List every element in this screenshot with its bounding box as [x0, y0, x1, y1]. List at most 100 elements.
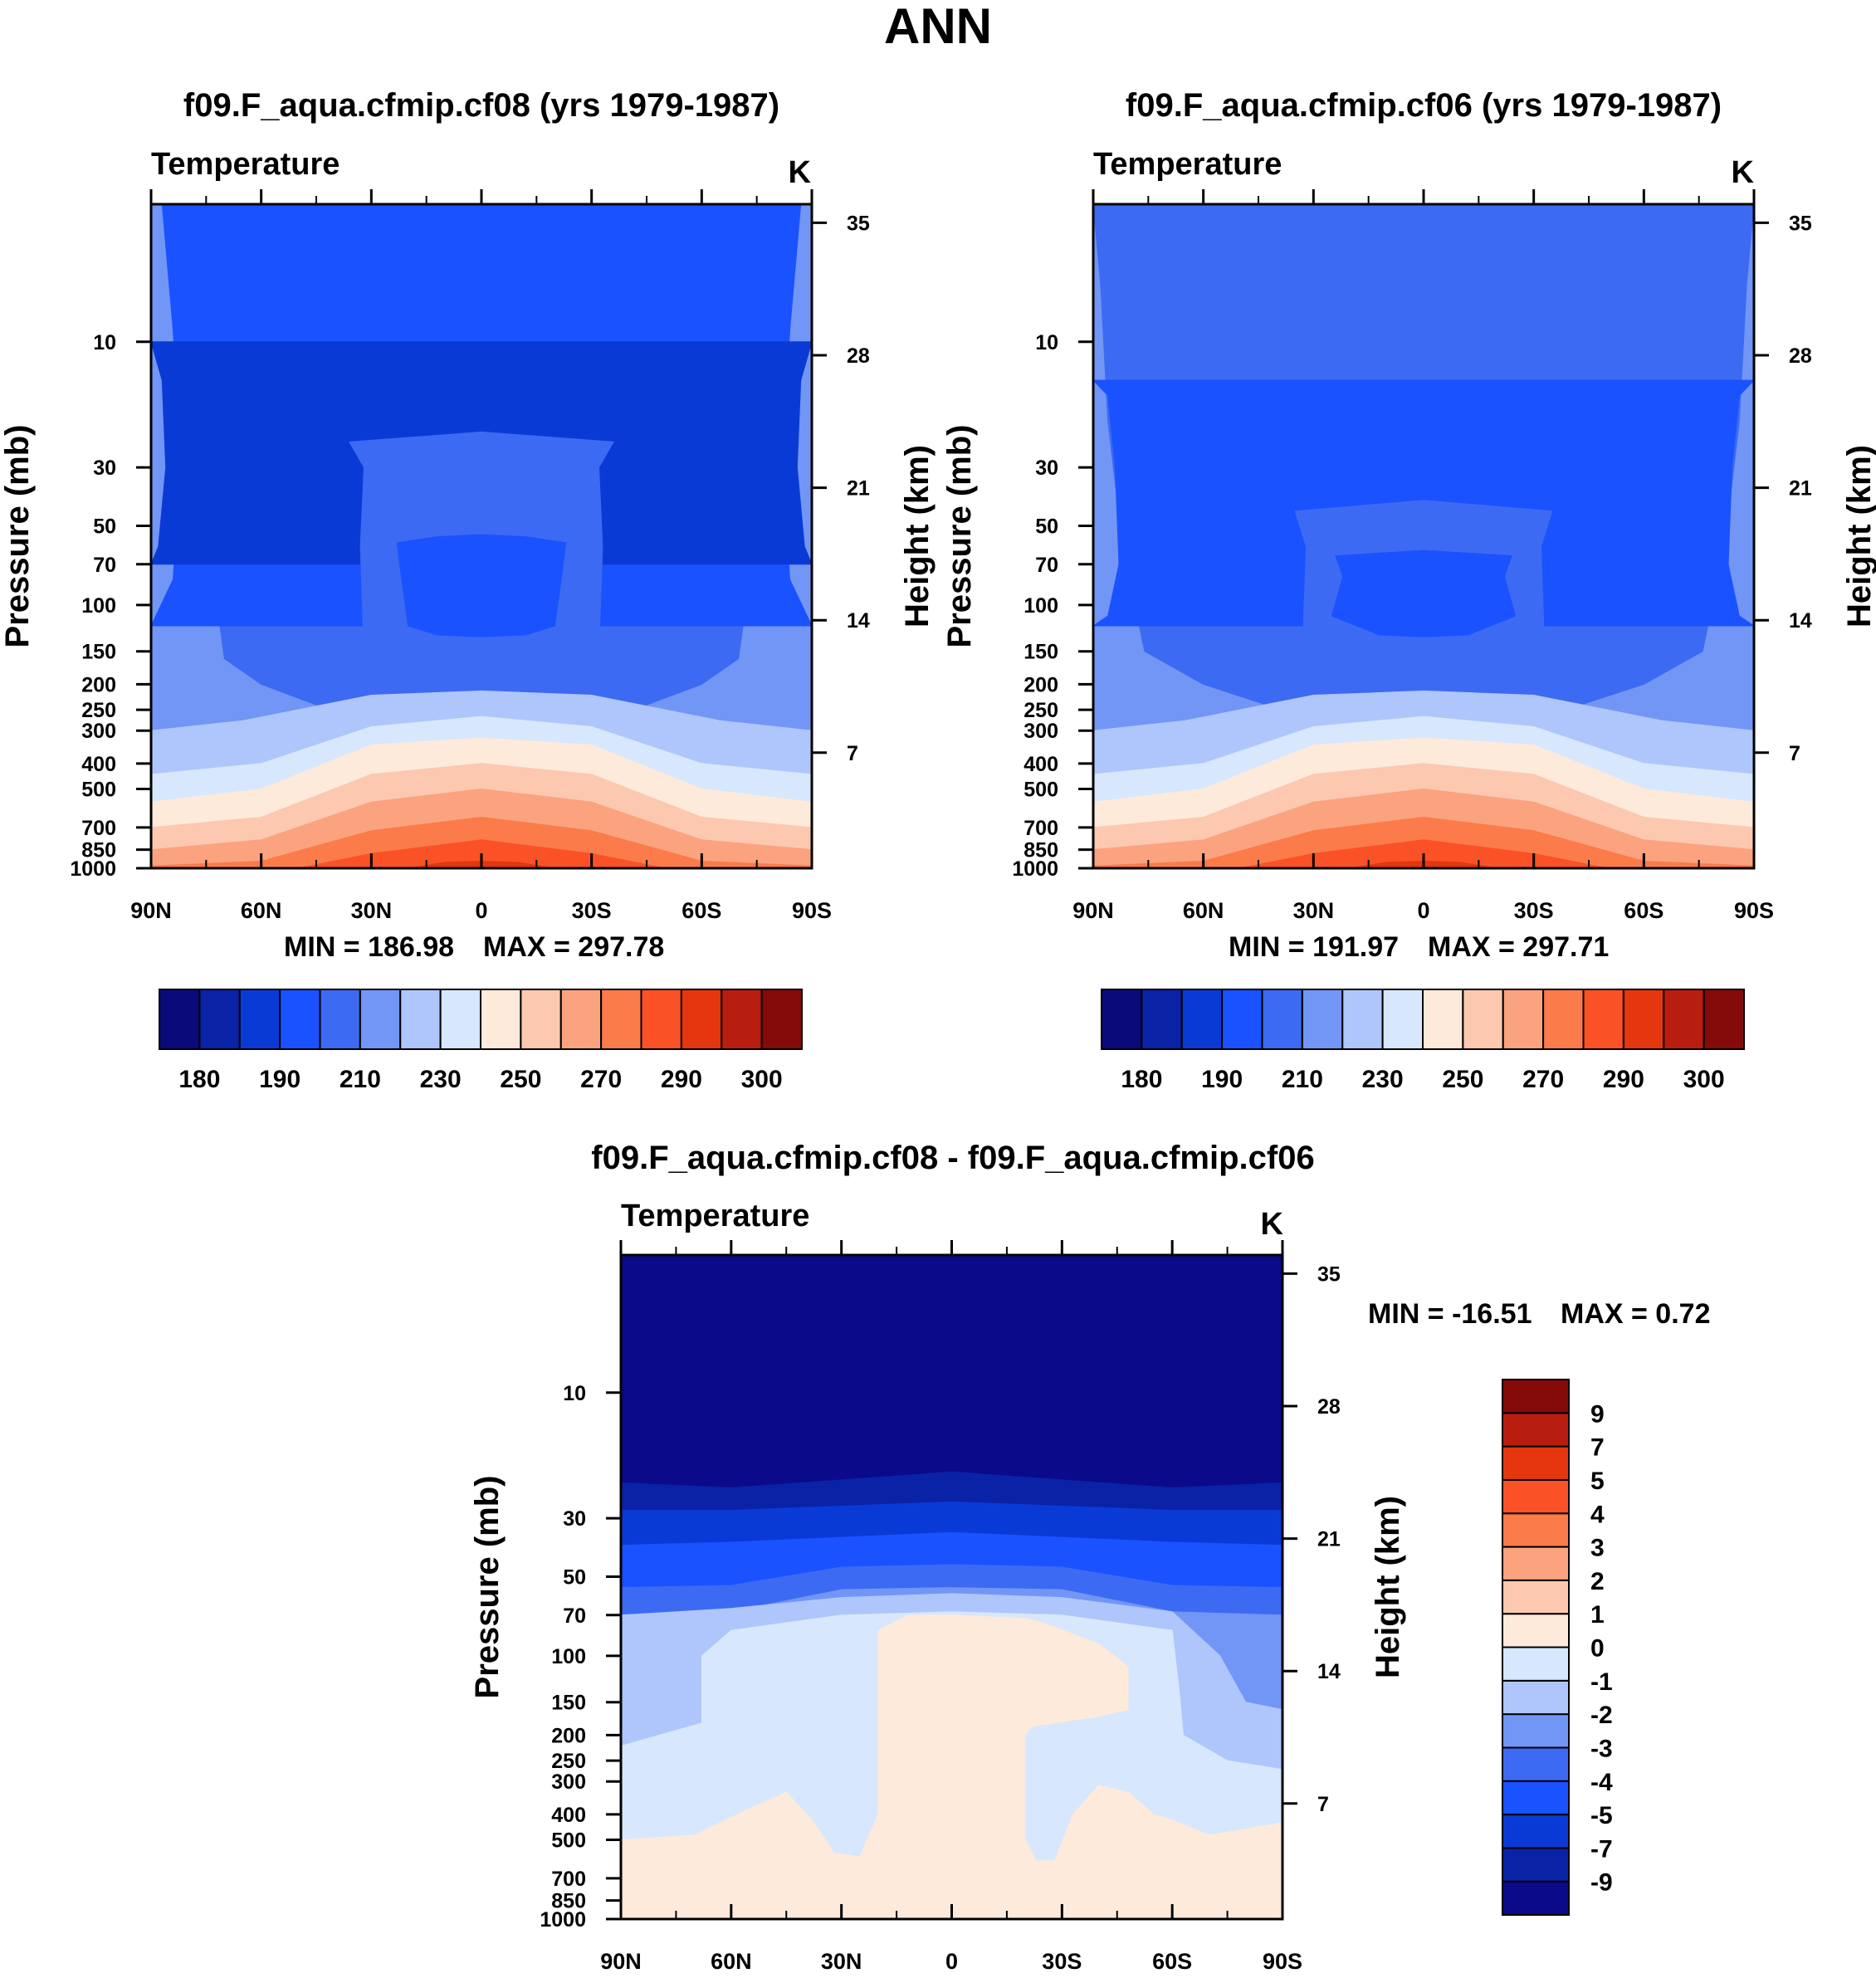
min-label: MIN = -16.51: [1368, 1298, 1532, 1330]
colorbar-label: 9: [1590, 1400, 1605, 1428]
colorbar-box: [238, 989, 281, 1050]
height-tick-label: 21: [847, 477, 870, 501]
colorbar-label: 290: [661, 1066, 702, 1093]
x-tick-label: 60S: [1624, 898, 1663, 923]
colorbar-label: 270: [1522, 1066, 1564, 1093]
y-tick-label: 200: [1023, 673, 1058, 696]
y-tick-label: 500: [1023, 779, 1058, 802]
colorbar-box: [1502, 1880, 1570, 1916]
colorbar: -9 -7 -5 -4 -3 -2 -1 0 1 2 3 4 5 7 9: [1502, 1379, 1613, 1916]
x-tick-label: 30N: [1293, 898, 1335, 923]
colorbar-label: -9: [1590, 1869, 1613, 1897]
y-tick-label: 1000: [540, 1908, 586, 1932]
x-tick-label: 90N: [1072, 898, 1114, 923]
colorbar-label: 190: [259, 1066, 300, 1093]
units-label: K: [1732, 155, 1755, 190]
variable-label: Temperature: [621, 1199, 809, 1233]
colorbar-box: [1663, 989, 1705, 1050]
colorbar-label: 7: [1590, 1434, 1605, 1462]
x-tick-label: 90S: [792, 898, 832, 923]
height-tick-label: 28: [847, 344, 870, 368]
colorbar-box: [1261, 989, 1303, 1050]
panel-cf06: f09.F_aqua.cfmip.cf06 (yrs 1979-1987) Te…: [941, 87, 1876, 1093]
colorbar: 180 190 210 230 250 270 290 300: [159, 989, 803, 1093]
colorbar-label: 270: [580, 1066, 622, 1093]
colorbar-label: 180: [178, 1066, 220, 1093]
x-tick-label: 30N: [351, 898, 393, 923]
colorbar-box: [198, 989, 241, 1050]
colorbar-box: [1502, 1847, 1570, 1883]
colorbar-box: [1381, 989, 1424, 1050]
y-tick-label: 10: [93, 331, 116, 354]
panel-title: f09.F_aqua.cfmip.cf08 (yrs 1979-1987): [183, 87, 779, 124]
x-tick-label: 30S: [1514, 898, 1554, 923]
y-tick-label: 150: [551, 1692, 586, 1715]
y-tick-label: 100: [551, 1645, 586, 1668]
height-tick-label: 14: [847, 609, 870, 632]
variable-label: Temperature: [151, 147, 340, 182]
colorbar-box: [1502, 1478, 1570, 1515]
colorbar-label: 0: [1590, 1635, 1605, 1663]
colorbar-box: [1502, 1379, 1570, 1414]
y-axis-label: Pressure (mb): [0, 425, 36, 648]
height-tick-label: 14: [1317, 1660, 1341, 1683]
y-axis-label-right: Height (km): [1370, 1496, 1406, 1678]
colorbar-label: -5: [1590, 1802, 1613, 1829]
contour-band: [621, 1614, 1282, 1919]
height-tick-label: 21: [1789, 477, 1812, 501]
colorbar-box: [1622, 989, 1665, 1050]
figure-title: ANN: [884, 0, 992, 54]
plot-area: 90N 60N 30N 0 30S 60S 90S103050701001502002503…: [0, 189, 936, 923]
colorbar-box: [1502, 989, 1545, 1050]
height-tick-label: 35: [847, 212, 870, 235]
contour-band: [396, 534, 567, 637]
colorbar-box: [640, 989, 682, 1050]
y-tick-label: 100: [1023, 594, 1058, 618]
height-tick-label: 7: [1789, 742, 1800, 765]
y-tick-label: 400: [81, 753, 116, 776]
height-tick-label: 28: [1789, 344, 1812, 368]
min-label: MIN = 186.98: [284, 931, 454, 963]
colorbar-label: 1: [1590, 1601, 1605, 1629]
plot-area: 90N 60N 30N 0 30S 60S 90S103050701001502002503…: [469, 1240, 1406, 1974]
colorbar-box: [1502, 1679, 1570, 1716]
colorbar-box: [1462, 989, 1504, 1050]
y-tick-label: 1000: [1012, 857, 1058, 881]
x-tick-label: 60N: [1183, 898, 1224, 923]
colorbar-label: -4: [1590, 1769, 1613, 1796]
height-tick-label: 28: [1317, 1395, 1341, 1419]
colorbar-label: 180: [1121, 1066, 1162, 1093]
height-tick-label: 21: [1317, 1528, 1341, 1551]
colorbar-label: 210: [340, 1066, 381, 1093]
y-tick-label: 250: [1023, 699, 1058, 722]
x-tick-label: 30S: [572, 898, 612, 923]
x-tick-label: 90N: [130, 898, 172, 923]
colorbar-box: [1502, 1646, 1570, 1682]
y-tick-label: 400: [551, 1804, 586, 1827]
x-tick-label: 30S: [1042, 1949, 1082, 1974]
y-axis-label: Pressure (mb): [941, 425, 978, 648]
y-tick-label: 300: [1023, 720, 1058, 743]
y-tick-label: 200: [81, 673, 116, 696]
x-tick-label: 90S: [1263, 1949, 1302, 1974]
y-tick-label: 10: [563, 1382, 586, 1405]
colorbar-label: 2: [1590, 1568, 1605, 1595]
colorbar-box: [1502, 1746, 1570, 1782]
x-tick-label: 90N: [600, 1949, 642, 1974]
colorbar-box: [480, 989, 522, 1050]
colorbar-box: [1180, 989, 1224, 1050]
units-label: K: [1261, 1207, 1284, 1242]
colorbar-box: [1502, 1713, 1570, 1749]
colorbar-label: 250: [1442, 1066, 1483, 1093]
colorbar-box: [279, 989, 321, 1050]
y-tick-label: 1000: [70, 857, 116, 881]
colorbar-box: [359, 989, 402, 1050]
x-tick-label: 60N: [241, 898, 282, 923]
y-tick-label: 250: [81, 699, 116, 722]
colorbar-box: [760, 989, 803, 1050]
colorbar-box: [1221, 989, 1263, 1050]
contour-fills: [1093, 204, 1754, 868]
y-tick-label: 30: [93, 457, 116, 480]
variable-label: Temperature: [1093, 147, 1282, 182]
